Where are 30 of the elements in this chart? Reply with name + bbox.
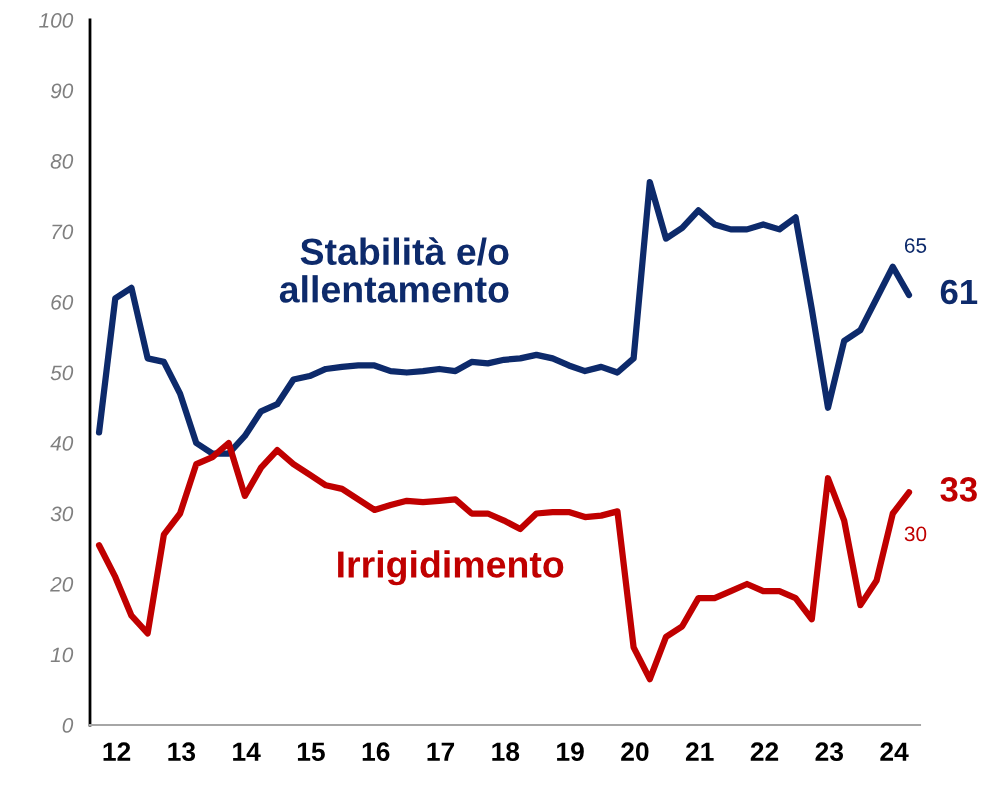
data-label: 33: [940, 477, 977, 502]
x-tick-label: 20: [621, 742, 649, 762]
y-tick-label: 60: [51, 295, 74, 310]
x-tick-label: 17: [427, 742, 455, 761]
x-tick-label: 12: [103, 742, 131, 761]
series-label: Irrigidimento: [338, 550, 564, 586]
y-tick-label: 10: [50, 647, 74, 663]
y-tick-label: 80: [50, 154, 74, 169]
x-tick-label: 23: [815, 742, 844, 762]
y-tick-label: 20: [50, 577, 74, 592]
x-tick-label: 24: [880, 742, 909, 761]
x-tick-label: 18: [492, 742, 520, 762]
data-label: 61: [940, 279, 978, 305]
x-tick-label: 21: [685, 742, 714, 761]
x-tick-label: 16: [362, 742, 390, 762]
series-label: Stabilità e/o allentamento: [279, 237, 509, 303]
x-tick-label: 14: [233, 742, 261, 761]
y-tick-label: 50: [50, 365, 74, 381]
x-tick-label: 13: [168, 742, 196, 762]
y-tick-label: 90: [50, 83, 74, 99]
y-tick-label: 0: [62, 718, 74, 733]
x-tick-label: 22: [750, 742, 779, 761]
x-tick-label: 15: [297, 742, 325, 762]
y-tick-label: 30: [50, 506, 74, 522]
y-tick-label: 100: [39, 13, 74, 28]
y-tick-label: 70: [52, 224, 74, 240]
x-tick-label: 19: [557, 742, 584, 762]
data-label: 65: [904, 238, 927, 253]
data-label: 30: [904, 526, 927, 542]
y-tick-label: 40: [50, 436, 74, 451]
